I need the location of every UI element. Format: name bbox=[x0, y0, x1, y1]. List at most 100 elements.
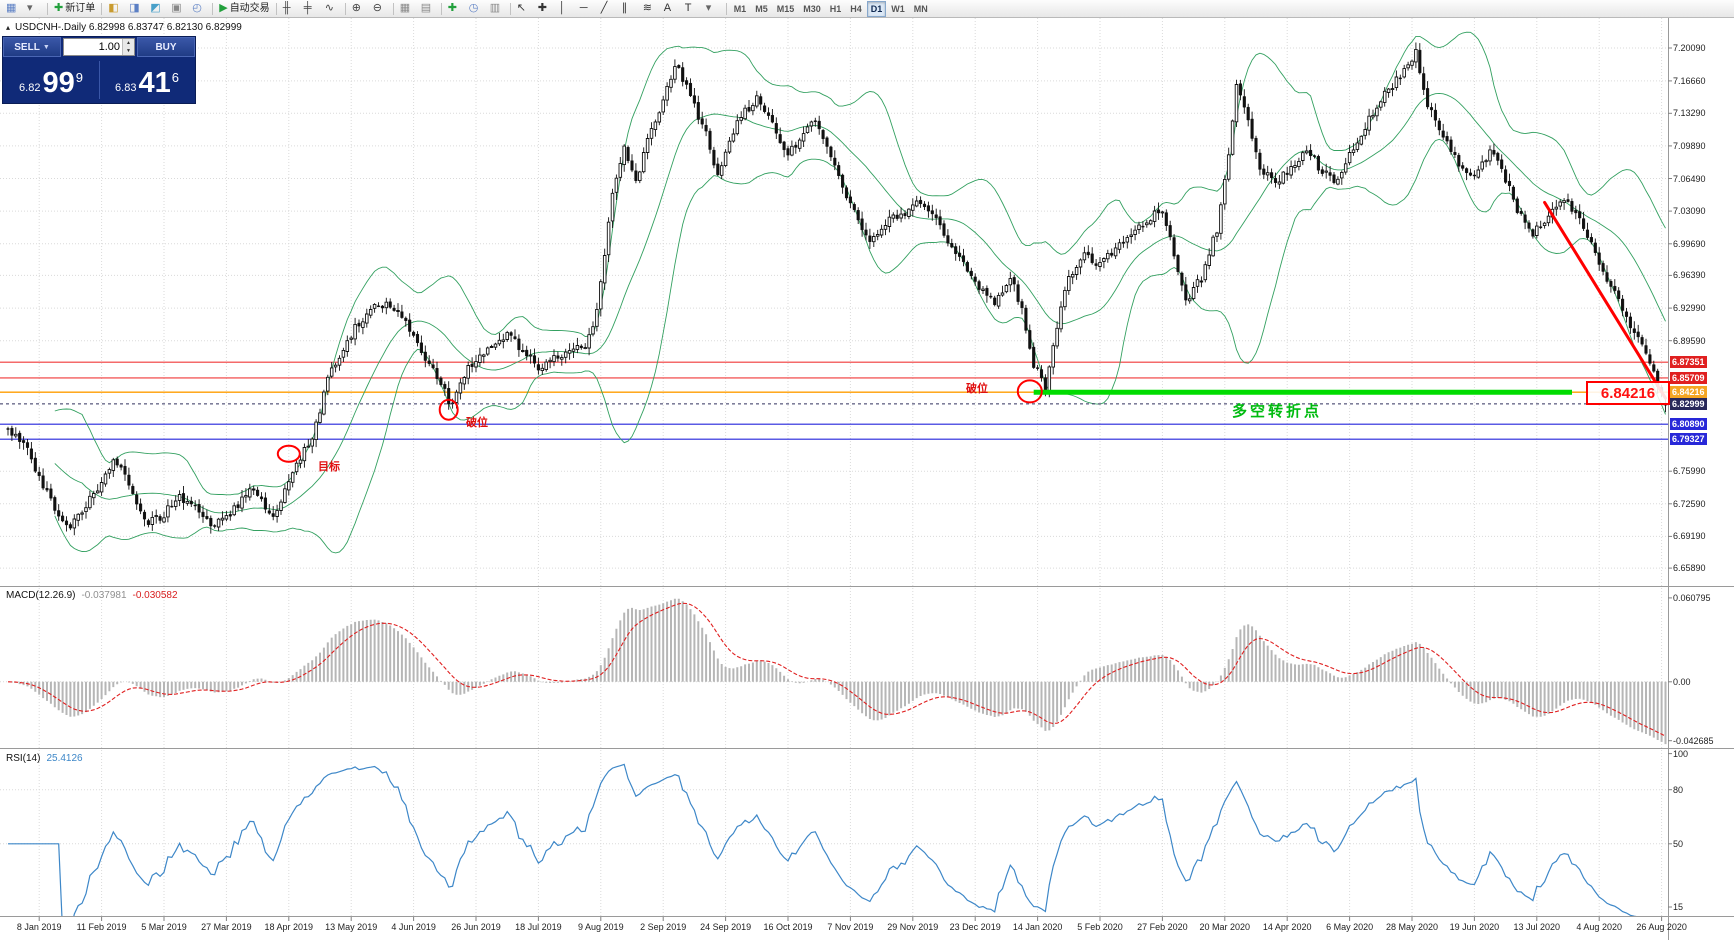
lot-size-input[interactable] bbox=[64, 39, 122, 55]
timeframe-m1-button[interactable]: M1 bbox=[733, 3, 747, 14]
cascade-windows-icon: ▤ bbox=[420, 2, 432, 14]
one-click-trading-panel: SELL ▼ ▲ ▼ BUY 6.82 99 9 bbox=[2, 36, 196, 104]
cursor-icon: ↖ bbox=[516, 2, 526, 14]
lot-spin-up-icon[interactable]: ▲ bbox=[123, 39, 134, 47]
sell-price[interactable]: 6.82 99 9 bbox=[3, 57, 99, 103]
new-order-button-label: 新订单 bbox=[65, 3, 96, 14]
charts-dropdown[interactable]: ▾ bbox=[24, 0, 44, 18]
tile-windows-icon: ▦ bbox=[399, 2, 411, 14]
terminal-button[interactable]: ▣ bbox=[168, 0, 188, 18]
date-axis-label: 18 Apr 2019 bbox=[264, 922, 314, 932]
macd-axis-label: 0.00 bbox=[1673, 676, 1691, 687]
timeframe-d1-button[interactable]: D1 bbox=[866, 0, 887, 17]
price-axis-tag: 6.87351 bbox=[1670, 356, 1707, 369]
price-axis-label: 6.72590 bbox=[1673, 498, 1706, 509]
timeframe-h1-button[interactable]: H1 bbox=[829, 3, 842, 14]
chart-window: ▴ USDCNH-.Daily 6.82998 6.83747 6.82130 … bbox=[0, 18, 1734, 940]
sell-button-label: SELL bbox=[14, 41, 40, 53]
sell-button[interactable]: SELL ▼ bbox=[3, 37, 61, 57]
autotrade-icon: ▶ bbox=[219, 2, 228, 14]
price-axis-label: 7.09890 bbox=[1673, 140, 1706, 151]
price-axis-label: 7.06490 bbox=[1673, 173, 1706, 184]
candlestick-button[interactable]: ╪ bbox=[301, 0, 321, 18]
price-axis-tag: 6.79327 bbox=[1670, 433, 1707, 446]
buy-button[interactable]: BUY bbox=[137, 37, 195, 57]
templates-button[interactable]: ▥ bbox=[487, 0, 507, 18]
fibonacci-button[interactable]: ≋ bbox=[640, 0, 660, 18]
strategy-tester-icon: ◴ bbox=[192, 2, 202, 14]
price-axis-label: 6.92990 bbox=[1673, 303, 1706, 314]
date-axis-label: 18 Jul 2019 bbox=[515, 922, 562, 932]
date-axis-label: 11 Feb 2019 bbox=[76, 922, 127, 932]
charts-grid-icon-button[interactable]: ▦ bbox=[3, 0, 23, 18]
label-button[interactable]: T bbox=[682, 0, 702, 18]
trendline-button[interactable]: ╱ bbox=[598, 0, 618, 18]
horizontal-line-icon: ─ bbox=[579, 2, 588, 14]
cursor-button[interactable]: ↖ bbox=[514, 0, 534, 18]
sell-price-big: 99 bbox=[42, 67, 75, 99]
charts-icon: ▾ bbox=[27, 2, 33, 14]
price-axis-label: 6.89590 bbox=[1673, 335, 1706, 346]
timeframe-m15-button[interactable]: M15 bbox=[776, 3, 795, 14]
rsi-value: 25.4126 bbox=[46, 753, 83, 764]
zoom-in-button[interactable]: ⊕ bbox=[349, 0, 369, 18]
lot-spin-down-icon[interactable]: ▼ bbox=[123, 47, 134, 55]
symbol-marker-icon: ▴ bbox=[6, 23, 11, 32]
lot-spinner[interactable]: ▲ ▼ bbox=[122, 39, 134, 55]
price-axis-tag: 6.85709 bbox=[1670, 371, 1707, 384]
macd-name: MACD(12.26.9) bbox=[6, 590, 76, 601]
rsi-axis-label: 15 bbox=[1673, 901, 1684, 912]
navigator-button[interactable]: ◩ bbox=[147, 0, 167, 18]
buy-price-pip: 6 bbox=[171, 70, 179, 85]
vertical-line-button[interactable]: │ bbox=[556, 0, 576, 18]
buy-price-prefix: 6.83 bbox=[115, 82, 137, 94]
buy-price-big: 41 bbox=[138, 67, 171, 99]
shapes-dropdown[interactable]: ▾ bbox=[703, 0, 723, 18]
zoom-out-button[interactable]: ⊖ bbox=[370, 0, 390, 18]
tile-windows-button[interactable]: ▦ bbox=[397, 0, 417, 18]
date-axis-label: 9 Aug 2019 bbox=[578, 922, 624, 932]
timeframe-m5-button[interactable]: M5 bbox=[755, 3, 768, 14]
horizontal-line-button[interactable]: ─ bbox=[577, 0, 597, 18]
turning-point-annotation: 多空转折点 bbox=[1232, 403, 1323, 420]
cascade-windows-button[interactable]: ▤ bbox=[418, 0, 438, 18]
data-window-button[interactable]: ◨ bbox=[126, 0, 146, 18]
chart-symbol-header: ▴ USDCNH-.Daily 6.82998 6.83747 6.82130 … bbox=[6, 22, 242, 33]
rsi-axis-label: 50 bbox=[1673, 838, 1684, 849]
date-axis-label: 20 Mar 2020 bbox=[1199, 922, 1251, 932]
timeframe-m30-button[interactable]: M30 bbox=[803, 3, 821, 14]
buy-button-label: BUY bbox=[155, 41, 177, 53]
indicators-add-button[interactable]: ✚ bbox=[445, 0, 465, 18]
market-watch-button[interactable]: ◧ bbox=[105, 0, 125, 18]
autotrade-button[interactable]: ▶ 自动交易 bbox=[216, 0, 272, 18]
timeframe-mn-button[interactable]: MN bbox=[913, 3, 928, 14]
toolbar-separator bbox=[47, 2, 48, 15]
label-icon: T bbox=[684, 2, 692, 14]
date-axis-label: 7 Nov 2019 bbox=[827, 922, 874, 932]
channel-button[interactable]: ∥ bbox=[619, 0, 639, 18]
main-toolbar: ▦ ▾ ✚ 新订单 ◧ ◨ ◩ ▣ ◴ ▶ 自动交易 ╫ ╪ ∿ ⊕ ⊖ ▦ ▤ ✚ ◷ ▥ ↖ ✚ │ ─ ╱ ∥ ≋ A T ▾ M1 M5… bbox=[0, 0, 1734, 18]
crosshair-icon: ✚ bbox=[537, 2, 547, 14]
buy-price[interactable]: 6.83 41 6 bbox=[99, 57, 195, 103]
timeframe-w1-button[interactable]: W1 bbox=[891, 3, 905, 14]
line-chart-button[interactable]: ∿ bbox=[322, 0, 342, 18]
break-annotation-1: 破位 bbox=[466, 417, 488, 429]
trendline-icon: ╱ bbox=[600, 2, 608, 14]
macd-axis-label: 0.060795 bbox=[1673, 592, 1711, 603]
crosshair-button[interactable]: ✚ bbox=[535, 0, 555, 18]
macd-axis-label: -0.042685 bbox=[1673, 735, 1714, 746]
text-button[interactable]: A bbox=[661, 0, 681, 18]
chart-canvas[interactable] bbox=[0, 18, 1734, 940]
date-axis-label: 26 Jun 2019 bbox=[451, 922, 501, 932]
timeframe-h4-button[interactable]: H4 bbox=[850, 3, 862, 14]
periods-button[interactable]: ◷ bbox=[466, 0, 486, 18]
strategy-tester-button[interactable]: ◴ bbox=[189, 0, 209, 18]
bar-chart-button[interactable]: ╫ bbox=[280, 0, 300, 18]
date-axis-label: 5 Mar 2019 bbox=[141, 922, 187, 932]
zoom-in-icon: ⊕ bbox=[351, 2, 361, 14]
new-order-button[interactable]: ✚ 新订单 bbox=[51, 0, 98, 18]
toolbar-separator bbox=[212, 2, 214, 15]
text-icon: A bbox=[663, 2, 672, 14]
lot-size-field: ▲ ▼ bbox=[63, 38, 135, 56]
